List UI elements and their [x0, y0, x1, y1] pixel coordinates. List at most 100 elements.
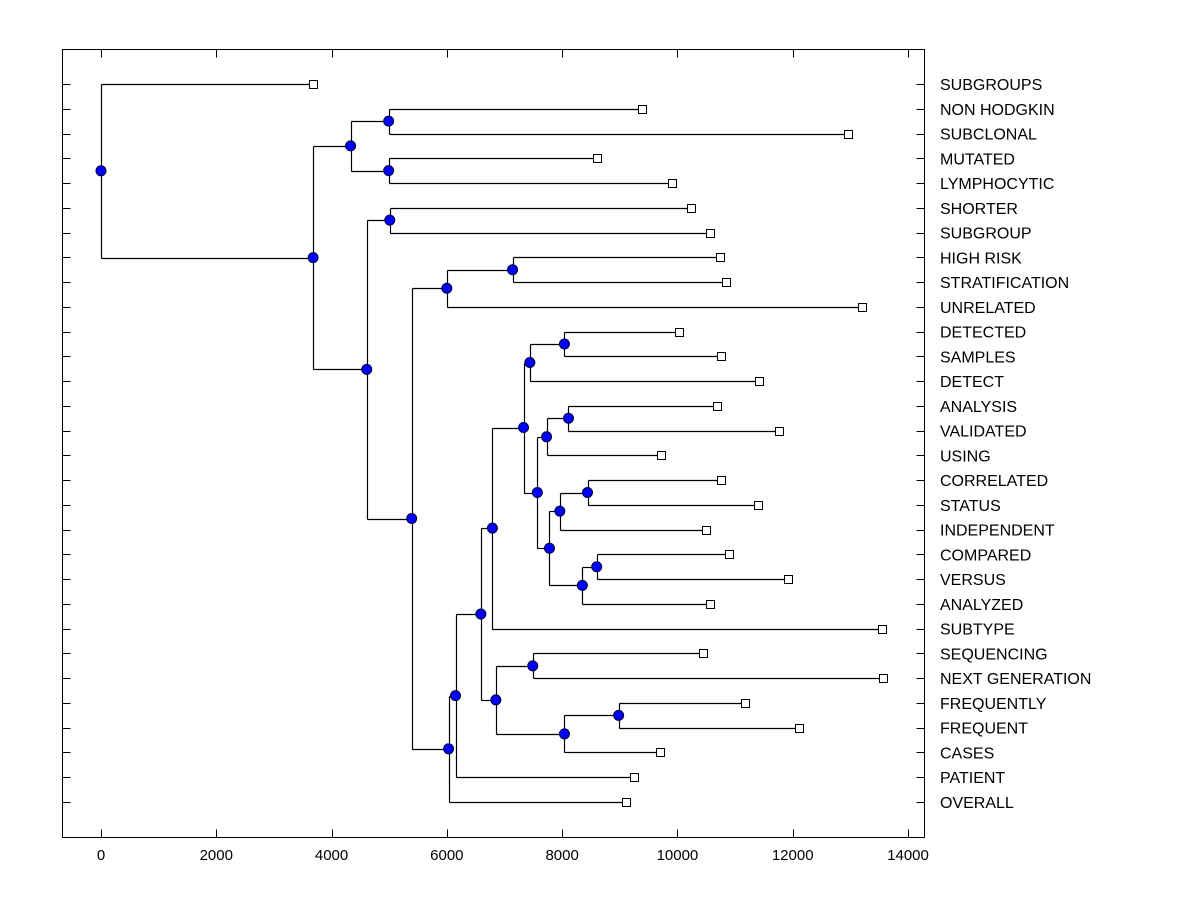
merge-node [490, 694, 502, 706]
leaf-label: FREQUENT [940, 721, 1028, 738]
merge-node [307, 252, 319, 264]
leaf-label: NON HODGKIN [940, 102, 1055, 119]
merge-node [383, 115, 395, 127]
leaf-label: STRATIFICATION [940, 275, 1069, 292]
merge-node [527, 660, 539, 672]
leaf-marker [706, 600, 715, 609]
merge-node [384, 214, 396, 226]
x-tick-label: 8000 [545, 847, 578, 864]
x-axis-tick-labels: 0 2000 4000 6000 8000 10000 12000 14000 [97, 847, 929, 864]
leaf-markers [309, 80, 888, 807]
merge-node [558, 338, 570, 350]
merge-node [531, 487, 543, 499]
leaf-marker [687, 204, 696, 213]
leaf-marker [879, 674, 888, 683]
leaf-marker [725, 550, 734, 559]
leaf-label: COMPARED [940, 547, 1031, 564]
merge-node [507, 264, 519, 276]
leaf-label: SUBGROUP [940, 226, 1032, 243]
leaf-marker [668, 179, 677, 188]
leaf-label: FREQUENTLY [940, 696, 1047, 713]
leaf-marker [657, 451, 666, 460]
leaf-marker [844, 130, 853, 139]
merge-node [518, 422, 530, 434]
merge-node [554, 505, 566, 517]
leaf-label: SAMPLES [940, 349, 1016, 366]
merge-nodes [95, 115, 625, 755]
leaf-marker [858, 303, 867, 312]
leaf-label: SUBGROUPS [940, 77, 1042, 94]
merge-node [562, 412, 574, 424]
leaf-marker [722, 278, 731, 287]
leaf-marker [741, 699, 750, 708]
leaf-marker [622, 798, 631, 807]
x-tick-label: 14000 [887, 847, 929, 864]
leaf-marker [638, 105, 647, 114]
merge-node [361, 363, 373, 375]
leaf-marker [675, 328, 684, 337]
merge-node [406, 513, 418, 525]
leaf-label: MUTATED [940, 151, 1015, 168]
merge-node [383, 165, 395, 177]
leaf-labels: SUBGROUPS NON HODGKIN SUBCLONAL MUTATED LYMP… [940, 77, 1091, 812]
merge-node [95, 165, 107, 177]
merge-node [541, 431, 553, 443]
merge-node [450, 690, 462, 702]
leaf-marker [713, 402, 722, 411]
leaf-label: ANALYZED [940, 597, 1023, 614]
leaf-label: STATUS [940, 498, 1001, 515]
leaf-label: DETECTED [940, 325, 1026, 342]
leaf-marker [755, 377, 764, 386]
leaf-label: VALIDATED [940, 424, 1027, 441]
leaf-marker [795, 724, 804, 733]
leaf-marker [699, 649, 708, 658]
leaf-label: USING [940, 448, 991, 465]
leaf-label: SHORTER [940, 201, 1018, 218]
leaf-marker [309, 80, 318, 89]
merge-node [591, 561, 603, 573]
merge-node [543, 542, 555, 554]
leaf-label: DETECT [940, 374, 1004, 391]
x-tick-label: 4000 [315, 847, 348, 864]
leaf-label: NEXT GENERATION [940, 671, 1091, 688]
leaf-label: CORRELATED [940, 473, 1048, 490]
merge-node [582, 487, 594, 499]
leaf-marker [716, 253, 725, 262]
leaf-label: SUBCLONAL [940, 127, 1037, 144]
plot-frame [62, 49, 925, 838]
x-tick-label: 0 [97, 847, 105, 864]
merge-node [441, 282, 453, 294]
leaf-label: INDEPENDENT [940, 523, 1055, 540]
leaf-marker [630, 773, 639, 782]
leaf-label: HIGH RISK [940, 250, 1022, 267]
leaf-label: PATIENT [940, 770, 1005, 787]
leaf-label: SUBTYPE [940, 622, 1015, 639]
leaf-marker [878, 625, 887, 634]
x-tick-label: 2000 [200, 847, 233, 864]
leaf-marker [784, 575, 793, 584]
leaf-label: CASES [940, 745, 994, 762]
axis-ticks [62, 49, 925, 838]
merge-node [486, 522, 498, 534]
leaf-marker [717, 476, 726, 485]
leaf-label: OVERALL [940, 795, 1014, 812]
x-tick-label: 12000 [772, 847, 814, 864]
leaf-label: VERSUS [940, 572, 1006, 589]
merge-node [576, 579, 588, 591]
leaf-marker [656, 748, 665, 757]
dendrogram-branches [100, 83, 884, 804]
leaf-label: ANALYSIS [940, 399, 1017, 416]
leaf-marker [775, 427, 784, 436]
merge-node [443, 743, 455, 755]
leaf-marker [717, 352, 726, 361]
merge-node [345, 140, 357, 152]
leaf-marker [706, 229, 715, 238]
merge-node [613, 709, 625, 721]
leaf-marker [754, 501, 763, 510]
merge-node [475, 608, 487, 620]
leaf-marker [593, 154, 602, 163]
merge-node [524, 357, 536, 369]
leaf-label: SEQUENCING [940, 646, 1048, 663]
x-tick-label: 6000 [430, 847, 463, 864]
x-tick-label: 10000 [657, 847, 699, 864]
